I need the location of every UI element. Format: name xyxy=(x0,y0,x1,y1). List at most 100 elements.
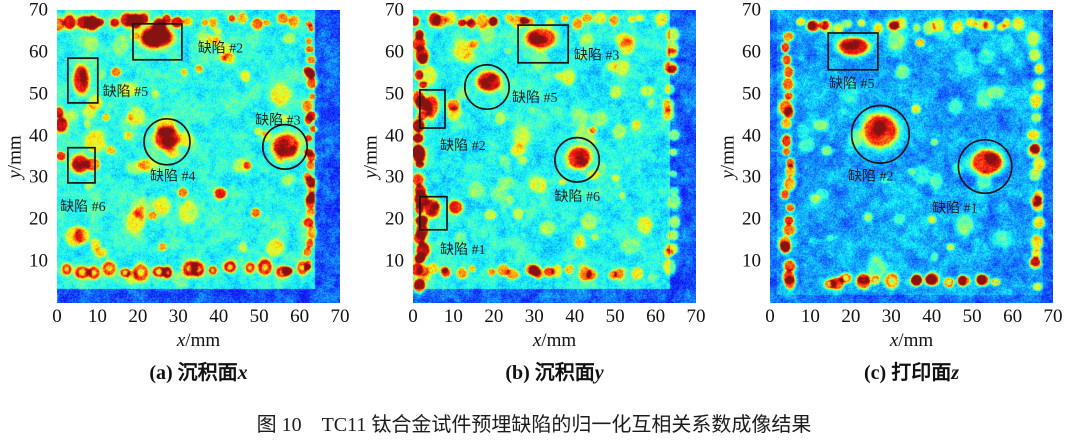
y-tick-label: 60 xyxy=(385,41,404,63)
x-axis-ticks: 0 10 20 30 40 50 60 70 xyxy=(765,306,1062,331)
figure-caption: 图 10 TC11 钛合金试件预埋缺陷的归一化互相关系数成像结果 xyxy=(256,414,812,436)
y-tick-label: 20 xyxy=(29,208,48,230)
panel-title-text: 打印面 xyxy=(891,362,952,384)
defect-marker xyxy=(67,57,99,104)
panel-c: y/mm 10 20 30 40 50 60 70 缺陷 #5 缺陷 #2 缺陷 #1 0 10 2… xyxy=(713,0,1065,400)
y-tick-label: 70 xyxy=(742,0,761,21)
y-tick-label: 40 xyxy=(29,125,48,147)
y-tick-label: 60 xyxy=(29,41,48,63)
defect-label: 缺陷 #5 xyxy=(512,90,558,106)
y-tick-label: 70 xyxy=(385,0,404,21)
defect-marker xyxy=(419,89,446,129)
panel-title-c: (c) 打印面z xyxy=(760,356,1063,385)
x-axis-var: x xyxy=(532,330,542,351)
heatmap-plot-c: 缺陷 #5 缺陷 #2 缺陷 #1 xyxy=(770,10,1053,303)
x-tick-label: 40 xyxy=(565,306,585,327)
defect-label: 缺陷 #3 xyxy=(574,47,620,63)
panel-title-text: 沉积面 xyxy=(534,362,595,384)
y-tick-label: 60 xyxy=(742,41,761,63)
x-axis-label: x/mm xyxy=(413,330,696,352)
defect-label: 缺陷 #2 xyxy=(440,138,486,154)
x-axis-label: x/mm xyxy=(770,330,1053,352)
panel-title-var: y xyxy=(594,362,604,384)
y-tick-label: 10 xyxy=(742,250,761,272)
panel-title-a: (a) 沉积面x xyxy=(47,356,350,385)
defect-label: 缺陷 #2 xyxy=(848,168,894,184)
x-tick-label: 20 xyxy=(484,306,504,327)
panel-a: y/mm 10 20 30 40 50 60 70 缺陷 #2 缺陷 #5 缺陷 #3 缺陷 #4… xyxy=(0,0,352,400)
x-tick-label: 0 xyxy=(765,306,775,327)
defect-marker xyxy=(957,138,1013,195)
defect-marker xyxy=(419,195,448,231)
heatmap-plot-b: 缺陷 #3 缺陷 #5 缺陷 #2 缺陷 #6 缺陷 #1 xyxy=(413,10,696,303)
defect-label: 缺陷 #1 xyxy=(440,242,486,258)
y-tick-label: 10 xyxy=(385,250,404,272)
y-tick-label: 70 xyxy=(29,0,48,21)
x-axis-var: x xyxy=(889,330,899,351)
defect-label: 缺陷 #1 xyxy=(932,201,978,217)
x-tick-label: 20 xyxy=(841,306,861,327)
x-tick-label: 40 xyxy=(209,306,229,327)
panel-title-text: 沉积面 xyxy=(177,362,238,384)
y-tick-label: 20 xyxy=(742,208,761,230)
defect-label: 缺陷 #6 xyxy=(555,189,601,205)
heatmap-canvas-a xyxy=(57,10,340,303)
x-axis-unit: /mm xyxy=(185,330,221,351)
y-axis-ticks: 10 20 30 40 50 60 70 xyxy=(713,1,761,303)
annotation-overlay-a: 缺陷 #2 缺陷 #5 缺陷 #3 缺陷 #4 缺陷 #6 xyxy=(60,22,309,215)
annotation-overlay-c: 缺陷 #5 缺陷 #2 缺陷 #1 xyxy=(827,32,1013,217)
x-tick-label: 30 xyxy=(524,306,544,327)
y-tick-label: 50 xyxy=(385,83,404,105)
y-tick-label: 30 xyxy=(385,166,404,188)
x-tick-label: 0 xyxy=(52,306,62,327)
panel-title-var: x xyxy=(237,362,248,384)
defect-marker xyxy=(463,63,511,111)
x-axis-var: x xyxy=(176,330,186,351)
defect-marker xyxy=(827,32,879,71)
panel-title-prefix: (c) xyxy=(864,362,887,384)
x-tick-label: 20 xyxy=(128,306,148,327)
x-tick-label: 60 xyxy=(290,306,310,327)
x-axis-ticks: 0 10 20 30 40 50 60 70 xyxy=(408,306,705,331)
defect-marker xyxy=(554,136,601,183)
defect-marker xyxy=(143,117,191,166)
x-tick-label: 30 xyxy=(168,306,188,327)
panel-title-var: z xyxy=(951,362,959,384)
x-axis-label: x/mm xyxy=(57,330,340,352)
x-tick-label: 30 xyxy=(881,306,901,327)
x-tick-label: 0 xyxy=(408,306,418,327)
y-tick-label: 40 xyxy=(385,125,404,147)
x-tick-label: 10 xyxy=(800,306,820,327)
y-axis-ticks: 10 20 30 40 50 60 70 xyxy=(0,1,48,303)
panel-title-prefix: (b) xyxy=(505,362,530,384)
y-tick-label: 50 xyxy=(742,83,761,105)
defect-marker xyxy=(67,146,96,184)
y-tick-label: 50 xyxy=(29,83,48,105)
defect-label: 缺陷 #5 xyxy=(103,84,149,100)
heatmap-canvas-c xyxy=(770,10,1053,303)
panel-b: y/mm 10 20 30 40 50 60 70 缺陷 #3 缺陷 #5 缺陷 #2 缺陷 #6… xyxy=(356,0,708,400)
x-tick-label: 50 xyxy=(249,306,269,327)
x-tick-label: 70 xyxy=(330,306,350,327)
defect-label: 缺陷 #5 xyxy=(829,76,875,92)
y-tick-label: 30 xyxy=(29,166,48,188)
x-tick-label: 10 xyxy=(87,306,107,327)
defect-label: 缺陷 #6 xyxy=(60,199,105,215)
y-axis-ticks: 10 20 30 40 50 60 70 xyxy=(356,1,404,303)
y-tick-label: 30 xyxy=(742,166,761,188)
x-tick-label: 50 xyxy=(605,306,625,327)
annotation-overlay-b: 缺陷 #3 缺陷 #5 缺陷 #2 缺陷 #6 缺陷 #1 xyxy=(419,24,620,258)
defect-marker xyxy=(517,24,570,64)
x-tick-label: 70 xyxy=(1043,306,1063,327)
y-tick-label: 20 xyxy=(385,208,404,230)
panel-title-prefix: (a) xyxy=(149,362,173,384)
y-tick-label: 10 xyxy=(29,250,48,272)
defect-label: 缺陷 #2 xyxy=(198,41,244,57)
defect-marker xyxy=(261,123,309,170)
x-axis-ticks: 0 10 20 30 40 50 60 70 xyxy=(52,306,349,331)
defect-marker xyxy=(850,104,911,164)
x-tick-label: 40 xyxy=(922,306,942,327)
heatmap-plot-a: 缺陷 #2 缺陷 #5 缺陷 #3 缺陷 #4 缺陷 #6 xyxy=(57,10,340,303)
defect-label: 缺陷 #3 xyxy=(255,113,301,129)
